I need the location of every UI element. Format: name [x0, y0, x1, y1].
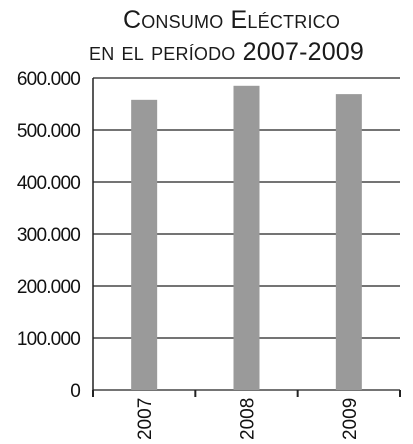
y-tick-label: 600.000 — [17, 69, 80, 90]
y-tick-label: 500.000 — [17, 121, 80, 142]
y-tick-label: 200.000 — [17, 277, 80, 298]
bar-2008 — [233, 85, 260, 391]
x-tick-label-2009: 2009 — [340, 398, 361, 440]
x-tick-label-2007: 2007 — [135, 398, 156, 440]
chart-title-line1: Consumo Eléctrico — [122, 6, 341, 34]
y-tick-label: 0 — [70, 381, 80, 402]
y-tick-label: 100.000 — [17, 329, 80, 350]
bar-2007 — [131, 99, 158, 390]
bar-2009 — [335, 94, 362, 391]
chart-title-line2: en el período 2007-2009 — [88, 38, 365, 66]
y-tick-label: 400.000 — [17, 173, 80, 194]
y-tick-label: 300.000 — [17, 225, 80, 246]
x-tick-label-2008: 2008 — [238, 398, 259, 440]
